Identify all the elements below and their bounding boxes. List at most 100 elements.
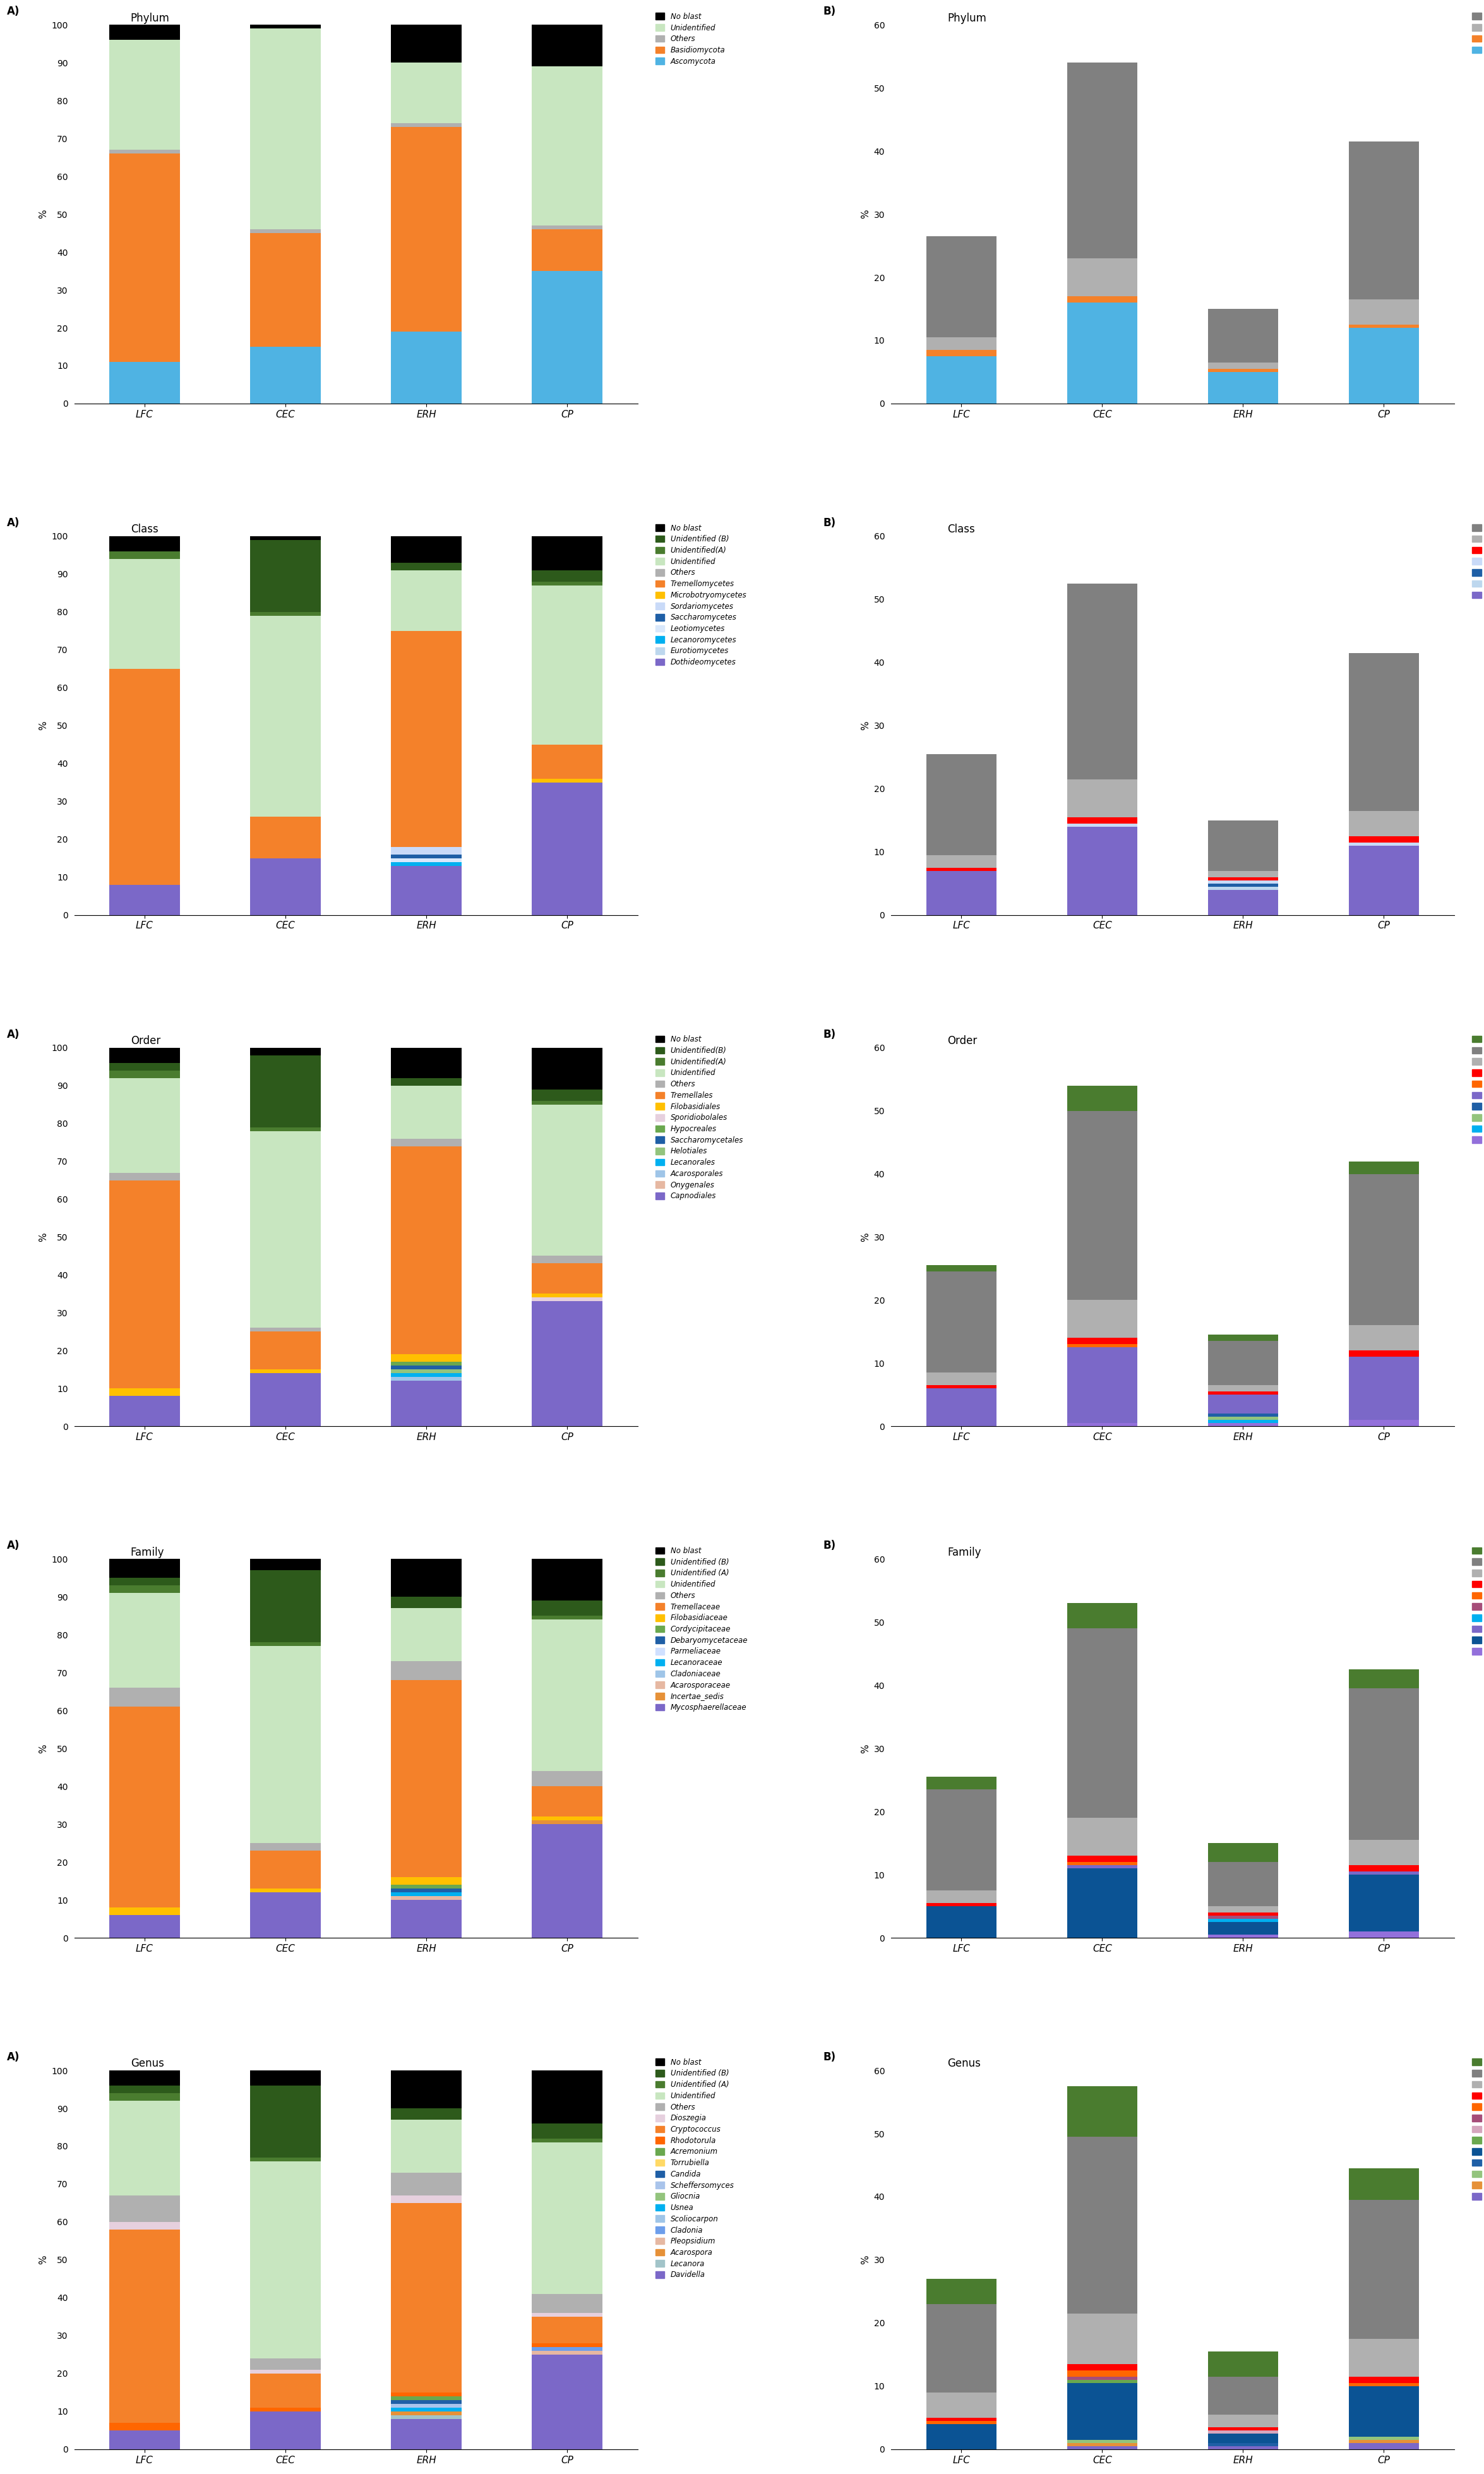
Bar	[926, 1388, 997, 1427]
Bar	[1208, 2378, 1278, 2415]
Bar	[1349, 653, 1419, 811]
Legend: Unidentified (A), Unidentified, Others, Malasseziales, Dhotideales, Capnodiales,: Unidentified (A), Unidentified, Others, …	[1469, 1032, 1484, 1148]
Bar	[251, 1373, 321, 1427]
Bar	[110, 1180, 180, 1388]
Bar	[1208, 2447, 1278, 2449]
Bar	[531, 2316, 603, 2343]
Bar	[1067, 816, 1137, 824]
Bar	[392, 1039, 462, 1079]
Legend: Unidentified, Others, Basidiomycota, Ascomycota: Unidentified, Others, Basidiomycota, Asc…	[1469, 10, 1484, 57]
Bar	[1349, 1687, 1419, 1841]
Bar	[1067, 1301, 1137, 1338]
Bar	[392, 1378, 462, 1380]
Legend: Unidentified(A), Unidentified, Others, Malasseziaceae, Microdochicaceae, Sclerot: Unidentified(A), Unidentified, Others, M…	[1469, 1544, 1484, 1658]
Bar	[392, 2071, 462, 2108]
Legend: No blast, Unidentified (B), Unidentified (A), Unidentified, Others, Tremellaceae: No blast, Unidentified (B), Unidentified…	[653, 1544, 751, 1714]
Bar	[531, 1771, 603, 1786]
Bar	[392, 866, 462, 915]
Bar	[926, 1776, 997, 1789]
Bar	[251, 230, 321, 233]
Bar	[1067, 257, 1137, 297]
Bar	[1208, 883, 1278, 886]
Bar	[392, 2172, 462, 2194]
Text: B): B)	[824, 1029, 835, 1039]
Bar	[926, 1373, 997, 1385]
Bar	[251, 1559, 321, 1571]
Bar	[531, 2350, 603, 2355]
Bar	[392, 1680, 462, 1878]
Bar	[392, 1608, 462, 1663]
Bar	[110, 1388, 180, 1395]
Text: B): B)	[824, 5, 835, 17]
Bar	[392, 124, 462, 126]
Bar	[1208, 821, 1278, 871]
Bar	[392, 1079, 462, 1086]
Bar	[1208, 1393, 1278, 1395]
Bar	[251, 1329, 321, 1331]
Bar	[1349, 2385, 1419, 2437]
Bar	[1067, 1423, 1137, 1427]
Bar	[1349, 1875, 1419, 1932]
Bar	[251, 346, 321, 403]
Bar	[1208, 886, 1278, 891]
Bar	[251, 2162, 321, 2358]
Bar	[251, 1643, 321, 1645]
Bar	[1349, 1173, 1419, 1326]
Bar	[251, 2086, 321, 2157]
Bar	[1208, 2442, 1278, 2447]
Bar	[392, 2400, 462, 2405]
Bar	[926, 1385, 997, 1388]
Bar	[251, 25, 321, 30]
Bar	[1067, 2086, 1137, 2138]
Bar	[1067, 824, 1137, 826]
Bar	[1067, 584, 1137, 779]
Bar	[531, 1559, 603, 1601]
Bar	[251, 1331, 321, 1371]
Bar	[1067, 297, 1137, 302]
Bar	[392, 25, 462, 62]
Y-axis label: %: %	[861, 1744, 870, 1754]
Bar	[1208, 881, 1278, 883]
Bar	[392, 569, 462, 631]
Bar	[1349, 2442, 1419, 2449]
Bar	[110, 2086, 180, 2093]
Bar	[110, 668, 180, 886]
Bar	[110, 361, 180, 403]
Bar	[1067, 2138, 1137, 2313]
Bar	[251, 2373, 321, 2407]
Bar	[1349, 2338, 1419, 2378]
Bar	[1067, 2447, 1137, 2449]
Legend: No blast, Unidentified (B), Unidentified(A), Unidentified, Others, Tremellomycet: No blast, Unidentified (B), Unidentified…	[653, 522, 749, 670]
Bar	[926, 755, 997, 856]
Bar	[531, 1257, 603, 1264]
Bar	[1208, 371, 1278, 403]
Bar	[1208, 1935, 1278, 1937]
Text: A): A)	[6, 1029, 19, 1039]
Bar	[1349, 324, 1419, 327]
Bar	[1349, 141, 1419, 299]
Bar	[392, 2407, 462, 2412]
Bar	[110, 151, 180, 153]
Bar	[392, 846, 462, 854]
Bar	[531, 1047, 603, 1089]
Bar	[1349, 1841, 1419, 1865]
Bar	[1208, 1907, 1278, 1912]
Bar	[1208, 1341, 1278, 1385]
Bar	[926, 871, 997, 915]
Bar	[1349, 1420, 1419, 1427]
Bar	[1208, 1423, 1278, 1427]
Bar	[110, 1687, 180, 1707]
Bar	[531, 782, 603, 915]
Bar	[392, 1380, 462, 1427]
Bar	[1349, 1160, 1419, 1173]
Bar	[531, 1296, 603, 1301]
Bar	[251, 2412, 321, 2449]
Bar	[1067, 2365, 1137, 2370]
Y-axis label: %: %	[39, 720, 47, 730]
Bar	[392, 1900, 462, 1937]
Text: A): A)	[6, 517, 19, 529]
Bar	[251, 1131, 321, 1329]
Bar	[531, 1616, 603, 1620]
Bar	[1067, 1868, 1137, 1937]
Bar	[110, 886, 180, 915]
